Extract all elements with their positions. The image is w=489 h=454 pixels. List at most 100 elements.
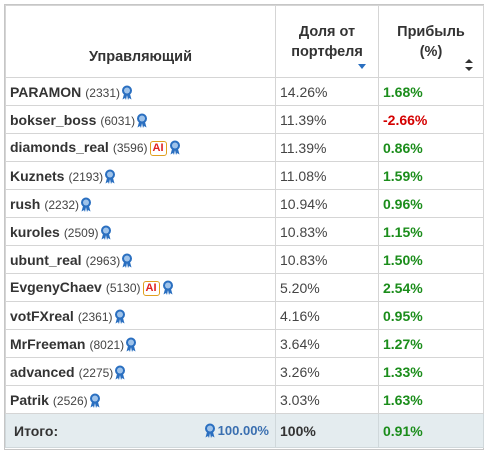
medal-icon — [126, 337, 137, 352]
manager-cell[interactable]: rush (2232) — [5, 189, 276, 218]
manager-cell[interactable]: ubunt_real (2963) — [5, 245, 276, 274]
table-row[interactable]: Patrik (2526) 3.03% 1.63% — [5, 385, 484, 414]
table-row[interactable]: Kuznets (2193) 11.08% 1.59% — [5, 161, 484, 190]
medal-icon — [121, 85, 132, 100]
share-cell: 3.64% — [275, 329, 379, 358]
table-row[interactable]: bokser_boss (6031) 11.39% -2.66% — [5, 105, 484, 134]
manager-name[interactable]: diamonds_real — [10, 139, 109, 155]
managers-table: Управляющий Доля от портфеля Прибыль (%)… — [5, 5, 484, 448]
manager-name[interactable]: PARAMON — [10, 83, 82, 100]
profit-cell: 1.33% — [378, 357, 484, 386]
manager-rating: (2963) — [85, 253, 121, 268]
manager-rating: (8021) — [89, 337, 125, 352]
header-profit[interactable]: Прибыль (%) — [378, 5, 484, 78]
table-row[interactable]: diamonds_real (3596) AI 11.39% 0.86% — [5, 133, 484, 162]
share-cell: 3.26% — [275, 357, 379, 386]
total-medal-sum: 100.00% — [203, 423, 275, 438]
manager-cell[interactable]: EvgenyChaev (5130) AI — [5, 273, 276, 302]
share-cell: 14.26% — [275, 77, 379, 106]
portfolio-table-frame: Управляющий Доля от портфеля Прибыль (%)… — [4, 4, 484, 450]
manager-cell[interactable]: votFXreal (2361) — [5, 301, 276, 330]
table-row[interactable]: votFXreal (2361) 4.16% 0.95% — [5, 301, 484, 330]
profit-cell: 1.59% — [378, 161, 484, 190]
manager-rating: (2361) — [77, 309, 113, 324]
profit-cell: 1.68% — [378, 77, 484, 106]
total-share: 100% — [275, 413, 379, 448]
total-profit: 0.91% — [378, 413, 484, 448]
medal-icon — [204, 423, 215, 438]
share-cell: 11.39% — [275, 133, 379, 162]
share-cell: 4.16% — [275, 301, 379, 330]
share-cell: 11.08% — [275, 161, 379, 190]
manager-rating: (2509) — [63, 225, 99, 240]
table-row[interactable]: ubunt_real (2963) 10.83% 1.50% — [5, 245, 484, 274]
sort-both-icon[interactable] — [465, 59, 473, 71]
total-row: Итого: 100.00% 100% 0.91% — [5, 413, 484, 448]
manager-name[interactable]: rush — [10, 195, 41, 212]
share-cell: 10.83% — [275, 245, 379, 274]
manager-cell[interactable]: advanced (2275) — [5, 357, 276, 386]
medal-icon — [169, 140, 180, 155]
header-share[interactable]: Доля от портфеля — [275, 5, 379, 78]
medal-icon — [81, 197, 92, 212]
medal-icon — [115, 365, 126, 380]
header-manager[interactable]: Управляющий — [5, 5, 276, 78]
share-cell: 3.03% — [275, 385, 379, 414]
share-cell: 5.20% — [275, 273, 379, 302]
share-cell: 11.39% — [275, 105, 379, 134]
manager-name[interactable]: EvgenyChaev — [10, 279, 102, 295]
manager-cell[interactable]: PARAMON (2331) — [5, 77, 276, 106]
profit-cell: 2.54% — [378, 273, 484, 302]
table-row[interactable]: EvgenyChaev (5130) AI 5.20% 2.54% — [5, 273, 484, 302]
profit-cell: 1.63% — [378, 385, 484, 414]
ai-badge: AI — [149, 141, 167, 156]
manager-rating: (3596) — [112, 141, 148, 155]
manager-name[interactable]: bokser_boss — [10, 111, 97, 128]
medal-icon — [162, 280, 173, 295]
table-row[interactable]: MrFreeman (8021) 3.64% 1.27% — [5, 329, 484, 358]
manager-cell[interactable]: diamonds_real (3596) AI — [5, 133, 276, 162]
medal-icon — [100, 225, 111, 240]
medal-icon — [137, 113, 148, 128]
total-label: Итого: — [14, 422, 59, 439]
manager-cell[interactable]: kuroles (2509) — [5, 217, 276, 246]
ai-badge: AI — [142, 281, 160, 296]
manager-name[interactable]: advanced — [10, 363, 75, 380]
manager-cell[interactable]: MrFreeman (8021) — [5, 329, 276, 358]
manager-rating: (2331) — [85, 85, 120, 100]
medal-icon — [89, 393, 100, 408]
manager-name[interactable]: votFXreal — [10, 307, 74, 324]
medal-icon — [105, 169, 116, 184]
table-row[interactable]: kuroles (2509) 10.83% 1.15% — [5, 217, 484, 246]
medal-icon — [122, 253, 133, 268]
profit-cell: 0.95% — [378, 301, 484, 330]
manager-rating: (2526) — [52, 393, 88, 408]
share-cell: 10.83% — [275, 217, 379, 246]
manager-name[interactable]: ubunt_real — [10, 251, 82, 268]
profit-cell: -2.66% — [378, 105, 484, 134]
sort-desc-icon[interactable] — [358, 64, 366, 69]
manager-name[interactable]: Kuznets — [10, 167, 65, 184]
manager-cell[interactable]: Patrik (2526) — [5, 385, 276, 414]
header-share-label-line2: портфеля — [291, 43, 363, 60]
manager-name[interactable]: MrFreeman — [10, 335, 86, 352]
table-row[interactable]: PARAMON (2331) 14.26% 1.68% — [5, 77, 484, 106]
profit-cell: 1.50% — [378, 245, 484, 274]
manager-name[interactable]: Patrik — [10, 391, 49, 408]
profit-cell: 0.86% — [378, 133, 484, 162]
manager-cell[interactable]: Kuznets (2193) — [5, 161, 276, 190]
profit-cell: 0.96% — [378, 189, 484, 218]
table-header-row: Управляющий Доля от портфеля Прибыль (%) — [5, 5, 484, 78]
profit-cell: 1.15% — [378, 217, 484, 246]
manager-cell[interactable]: bokser_boss (6031) — [5, 105, 276, 134]
header-profit-label-line2: (%) — [419, 43, 443, 60]
manager-rating: (2275) — [78, 365, 114, 380]
total-medal-sum-value: 100.00% — [217, 422, 269, 438]
manager-rating: (2232) — [44, 197, 80, 212]
table-row[interactable]: advanced (2275) 3.26% 1.33% — [5, 357, 484, 386]
manager-rating: (5130) — [105, 281, 141, 295]
manager-rating: (6031) — [100, 113, 136, 128]
manager-name[interactable]: kuroles — [10, 223, 60, 240]
table-row[interactable]: rush (2232) 10.94% 0.96% — [5, 189, 484, 218]
profit-cell: 1.27% — [378, 329, 484, 358]
